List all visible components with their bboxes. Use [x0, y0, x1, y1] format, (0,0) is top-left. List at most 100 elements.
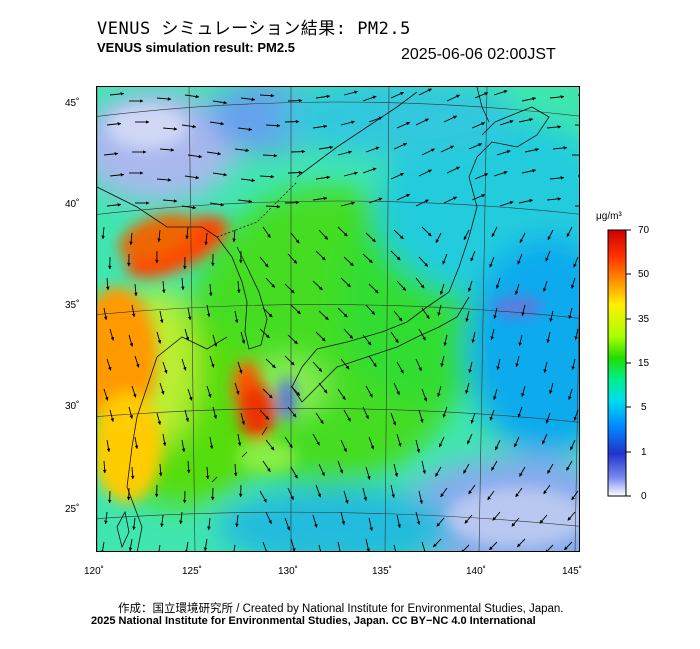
pm25-map[interactable]: [96, 86, 580, 552]
wind-arrow: [160, 514, 164, 528]
wind-arrow: [464, 514, 473, 524]
colorbar-tick-1: 1: [641, 447, 647, 458]
wind-arrow: [315, 94, 331, 99]
lon-label-135: 135˚: [372, 566, 393, 577]
wind-arrow: [521, 304, 526, 317]
wind-arrow: [106, 277, 110, 291]
wind-arrow: [362, 167, 377, 174]
wind-arrow: [158, 463, 163, 477]
wind-arrow: [181, 439, 186, 453]
wind-arrow: [109, 173, 125, 177]
wind-arrow: [415, 511, 421, 525]
wind-arrow: [206, 151, 222, 156]
wind-arrow: [109, 328, 115, 341]
wind-arrow: [158, 544, 161, 551]
wind-arrow: [437, 304, 442, 317]
wind-arrow: [337, 388, 346, 400]
wind-arrow: [396, 514, 401, 529]
wind-arrow: [162, 199, 178, 203]
wind-arrow: [156, 412, 162, 425]
wind-arrow: [337, 307, 348, 318]
wind-arrow: [521, 169, 537, 174]
wind-arrow: [312, 196, 328, 201]
wind-arrow: [546, 125, 562, 129]
wind-arrow: [232, 229, 236, 243]
wind-arrow: [421, 307, 430, 319]
concentration-hotspots: [97, 105, 579, 547]
wind-arrow: [365, 538, 370, 551]
wind-arrow: [489, 256, 495, 268]
wind-arrow: [418, 409, 424, 423]
wind-arrow: [132, 517, 136, 531]
wind-arrow: [259, 174, 275, 179]
wind-arrow: [518, 334, 523, 347]
wind-arrow: [439, 283, 445, 295]
wind-arrow: [365, 304, 376, 315]
colorbar-tick-50: 50: [638, 269, 650, 280]
wind-arrow: [467, 280, 473, 292]
wind-arrow: [340, 439, 347, 453]
credit-line: 作成：国立環境研究所 / Created by National Institu…: [118, 603, 564, 615]
title-english: VENUS simulation result: PM2.5: [97, 40, 295, 55]
wind-arrow: [102, 460, 107, 474]
wind-arrow: [517, 406, 523, 418]
wind-arrow: [181, 277, 185, 291]
wind-arrow: [209, 283, 213, 297]
wind-arrow: [495, 277, 501, 289]
wind-arrow: [492, 511, 501, 521]
wind-arrow: [265, 511, 272, 525]
wind-arrow: [265, 204, 281, 209]
wind-arrow: [287, 487, 294, 501]
wind-arrow: [568, 307, 573, 320]
wind-arrow: [546, 331, 551, 344]
wind-arrow: [499, 119, 514, 126]
wind-arrow: [234, 382, 240, 395]
title-japanese: VENUS シミュレーション結果: PM2.5: [97, 19, 411, 39]
wind-arrow: [563, 541, 573, 551]
wind-arrow: [185, 226, 189, 240]
wind-arrow: [262, 226, 271, 238]
wind-arrow: [315, 175, 331, 180]
wind-arrow: [337, 150, 352, 156]
wind-arrow: [162, 280, 166, 294]
wind-arrow: [440, 355, 445, 368]
wind-arrow: [393, 544, 397, 551]
wind-arrow: [571, 490, 579, 501]
wind-arrow: [340, 511, 346, 525]
wind-arrow: [234, 310, 239, 324]
wind-arrow: [240, 97, 256, 102]
wind-arrow: [368, 436, 375, 450]
wind-arrow: [206, 385, 212, 398]
wind-arrow: [415, 439, 421, 453]
wind-arrow: [499, 200, 514, 207]
wind-arrow: [461, 544, 470, 551]
wind-arrow: [471, 122, 486, 129]
wind-arrow: [287, 406, 297, 418]
wind-arrow: [318, 310, 329, 321]
wind-arrow: [284, 436, 293, 448]
wind-arrow: [421, 148, 435, 156]
wind-arrow: [365, 385, 373, 398]
colorbar-tick-70: 70: [638, 225, 650, 236]
wind-arrow: [290, 232, 300, 244]
wind-arrow: [106, 122, 122, 126]
wind-arrow: [463, 463, 470, 474]
wind-arrow: [549, 382, 554, 394]
wind-vectors: [100, 88, 579, 551]
wind-arrow: [134, 355, 140, 368]
lon-label-140: 140˚: [466, 566, 487, 577]
colorbar-tick-35: 35: [638, 314, 650, 325]
wind-arrow: [442, 253, 448, 265]
wind-arrow: [541, 433, 548, 445]
wind-arrow: [443, 334, 448, 347]
wind-arrow: [212, 100, 228, 105]
wind-arrow: [368, 197, 383, 204]
wind-arrow: [365, 466, 371, 480]
wind-arrow: [209, 436, 214, 450]
wind-arrow: [513, 436, 520, 448]
wind-arrow: [237, 199, 253, 204]
wind-arrow: [432, 538, 442, 548]
lat-label-35: 35˚: [65, 300, 80, 311]
wind-arrow: [129, 232, 133, 246]
wind-arrow: [569, 439, 576, 451]
